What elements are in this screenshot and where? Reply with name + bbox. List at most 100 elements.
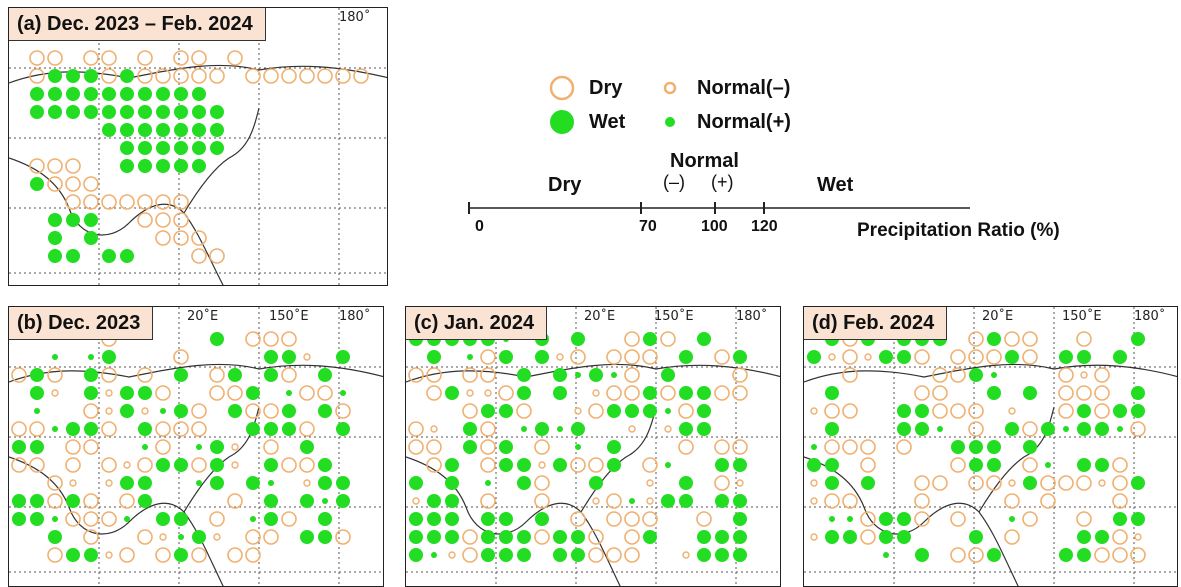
- dry-precip-marker: [914, 385, 930, 401]
- wet-precip-marker: [138, 105, 152, 119]
- dry-precip-marker: [950, 349, 966, 365]
- dry-precip-marker: [1022, 511, 1038, 527]
- dry-precip-marker: [191, 230, 207, 246]
- dry-precip-marker: [173, 212, 189, 228]
- nminus-precip-marker: [810, 407, 818, 415]
- dry-precip-marker: [47, 50, 63, 66]
- wet-precip-marker: [1059, 350, 1073, 364]
- nplus-precip-marker: [286, 390, 292, 396]
- wet-precip-marker: [409, 530, 423, 544]
- nminus-precip-marker: [810, 479, 818, 487]
- wet-precip-marker: [318, 404, 332, 418]
- wet-precip-marker: [318, 530, 332, 544]
- wet-precip-marker: [553, 548, 567, 562]
- nminus-precip-marker: [810, 497, 818, 505]
- dry-precip-marker: [191, 457, 207, 473]
- dry-precip-marker: [209, 385, 225, 401]
- dry-precip-marker: [642, 349, 658, 365]
- wet-precip-marker: [84, 422, 98, 436]
- scale-minus-label: (–): [663, 172, 685, 192]
- dry-precip-marker: [606, 385, 622, 401]
- dry-precip-marker: [408, 367, 424, 383]
- dry-precip-marker: [299, 68, 315, 84]
- dry-precip-marker: [426, 457, 442, 473]
- wet-precip-marker: [445, 386, 459, 400]
- dry-precip-marker: [83, 529, 99, 545]
- dry-precip-marker: [1076, 511, 1092, 527]
- nplus-precip-marker: [629, 498, 635, 504]
- dry-precip-marker: [137, 194, 153, 210]
- dry-precip-marker: [1112, 493, 1128, 509]
- dry-precip-marker: [65, 439, 81, 455]
- dry-precip-marker: [408, 439, 424, 455]
- dry-precip-marker: [263, 68, 279, 84]
- dry-precip-marker: [245, 68, 261, 84]
- wet-precip-marker: [499, 530, 513, 544]
- wet-precip-marker: [1023, 476, 1037, 490]
- nminus-precip-marker: [69, 479, 77, 487]
- lon-label-20e-b: 20˚E: [187, 309, 219, 324]
- nplus-precip-marker: [1117, 426, 1123, 432]
- panel-title-c: (c) Jan. 2024: [406, 307, 548, 340]
- dry-precip-marker: [155, 547, 171, 563]
- dry-precip-marker: [191, 248, 207, 264]
- dry-precip-marker: [534, 439, 550, 455]
- wet-precip-marker: [66, 87, 80, 101]
- dry-precip-marker: [534, 529, 550, 545]
- dry-precip-marker: [1022, 331, 1038, 347]
- wet-precip-marker: [1113, 512, 1127, 526]
- wet-precip-marker: [210, 123, 224, 137]
- wet-precip-marker: [30, 440, 44, 454]
- dry-precip-marker: [588, 457, 604, 473]
- dry-precip-marker: [624, 511, 640, 527]
- dry-precip-marker: [480, 421, 496, 437]
- dry-precip-marker: [317, 385, 333, 401]
- wet-precip-marker: [607, 458, 621, 472]
- dry-precip-marker: [335, 529, 351, 545]
- dry-precip-marker: [1112, 457, 1128, 473]
- dry-precip-marker: [842, 367, 858, 383]
- nminus-precip-marker: [105, 551, 113, 559]
- dry-precip-marker: [642, 457, 658, 473]
- dry-precip-marker: [986, 349, 1002, 365]
- wet-precip-marker: [156, 87, 170, 101]
- wet-precip-marker: [915, 404, 929, 418]
- dry-precip-marker: [534, 493, 550, 509]
- wet-precip-marker: [1077, 350, 1091, 364]
- wet-precip-marker: [138, 494, 152, 508]
- wet-precip-marker: [120, 69, 134, 83]
- dry-precip-marker: [245, 547, 261, 563]
- dry-precip-marker: [47, 475, 63, 491]
- wet-precip-marker: [1077, 404, 1091, 418]
- legend-normal-plus-label: Normal(+): [697, 110, 791, 133]
- wet-precip-marker: [445, 530, 459, 544]
- wet-precip-marker: [517, 530, 531, 544]
- dry-precip-marker: [281, 457, 297, 473]
- dry-precip-marker: [1004, 331, 1020, 347]
- nminus-precip-marker: [1008, 407, 1016, 415]
- wet-precip-marker: [715, 494, 729, 508]
- wet-precip-marker: [84, 87, 98, 101]
- wet-precip-marker: [1095, 422, 1109, 436]
- lon-label-20e-d: 20˚E: [982, 309, 1014, 324]
- wet-precip-marker: [987, 440, 1001, 454]
- dry-precip-marker: [932, 367, 948, 383]
- dry-precip-marker: [480, 367, 496, 383]
- nminus-precip-marker: [1134, 533, 1142, 541]
- dry-precip-marker: [606, 349, 622, 365]
- wet-precip-marker: [120, 404, 134, 418]
- wet-precip-marker: [138, 123, 152, 137]
- wet-precip-marker: [733, 350, 747, 364]
- wet-precip-marker: [1131, 476, 1145, 490]
- dry-precip-marker: [842, 493, 858, 509]
- wet-precip-marker: [336, 476, 350, 490]
- nminus-precip-marker: [828, 353, 836, 361]
- dry-precip-marker: [65, 158, 81, 174]
- wet-precip-marker: [843, 530, 857, 544]
- dry-precip-marker: [1094, 547, 1110, 563]
- dry-precip-marker: [1130, 421, 1146, 437]
- wet-precip-marker: [282, 404, 296, 418]
- wet-precip-marker: [174, 159, 188, 173]
- dry-precip-marker: [29, 50, 45, 66]
- wet-precip-marker: [1113, 404, 1127, 418]
